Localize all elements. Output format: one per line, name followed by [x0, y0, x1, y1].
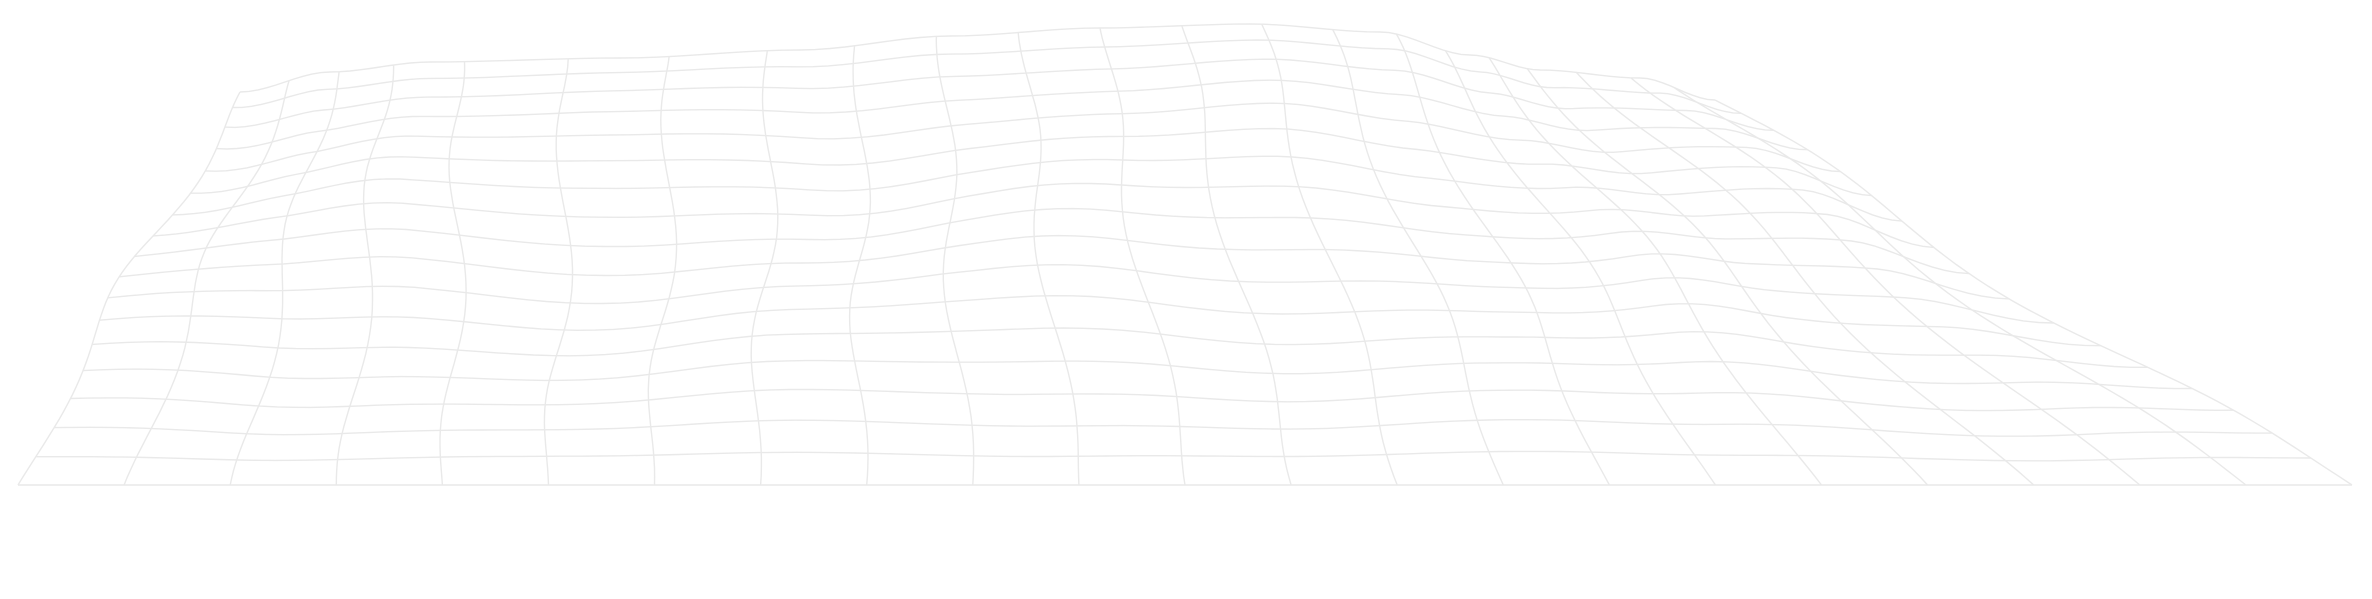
mesh-column-line	[229, 71, 340, 486]
mesh-column-line	[1099, 27, 1186, 486]
mesh-column-line	[647, 56, 678, 486]
mesh-column-line	[1395, 33, 1611, 486]
mesh-row-line	[70, 388, 2234, 412]
mesh-column-line	[543, 58, 574, 486]
mesh-column-line	[1526, 68, 1929, 486]
mesh-column-line	[439, 61, 467, 486]
mesh-column-line	[848, 45, 872, 486]
mesh-column-line	[1575, 71, 2035, 486]
mesh-row-line	[190, 127, 1872, 197]
mesh-row-line	[134, 207, 1970, 275]
mesh-row-line	[83, 359, 2193, 390]
mesh-row-line	[239, 23, 1716, 101]
mesh-column-line	[1332, 29, 1504, 486]
mesh-row-line	[216, 79, 1808, 151]
mesh-column-line	[1714, 99, 2353, 486]
mesh-row-line	[153, 182, 1934, 249]
mesh-column-line	[1488, 57, 1823, 486]
mesh-column-line	[1261, 23, 1398, 486]
mesh-column-line	[335, 65, 395, 486]
mesh-column-line	[750, 50, 779, 486]
mesh-row-line	[205, 102, 1841, 173]
mesh-row-line	[92, 327, 2148, 368]
mesh-column-line	[935, 36, 975, 486]
mesh-column-line	[1630, 77, 2141, 486]
mesh-column-line	[123, 80, 290, 486]
mesh-column-line	[1673, 86, 2247, 486]
mesh-row-line	[35, 450, 2311, 462]
mesh-column-line	[1444, 50, 1717, 486]
mesh-column-line	[1181, 25, 1292, 486]
mesh-column-line	[17, 91, 241, 486]
mesh-row-line	[232, 39, 1742, 114]
mesh-row-line	[99, 294, 2101, 347]
mesh-row-line	[119, 234, 2010, 300]
mesh-rows	[18, 23, 2352, 486]
mesh-column-line	[1017, 32, 1080, 486]
mesh-row-line	[54, 419, 2273, 437]
mesh-columns	[17, 23, 2353, 486]
